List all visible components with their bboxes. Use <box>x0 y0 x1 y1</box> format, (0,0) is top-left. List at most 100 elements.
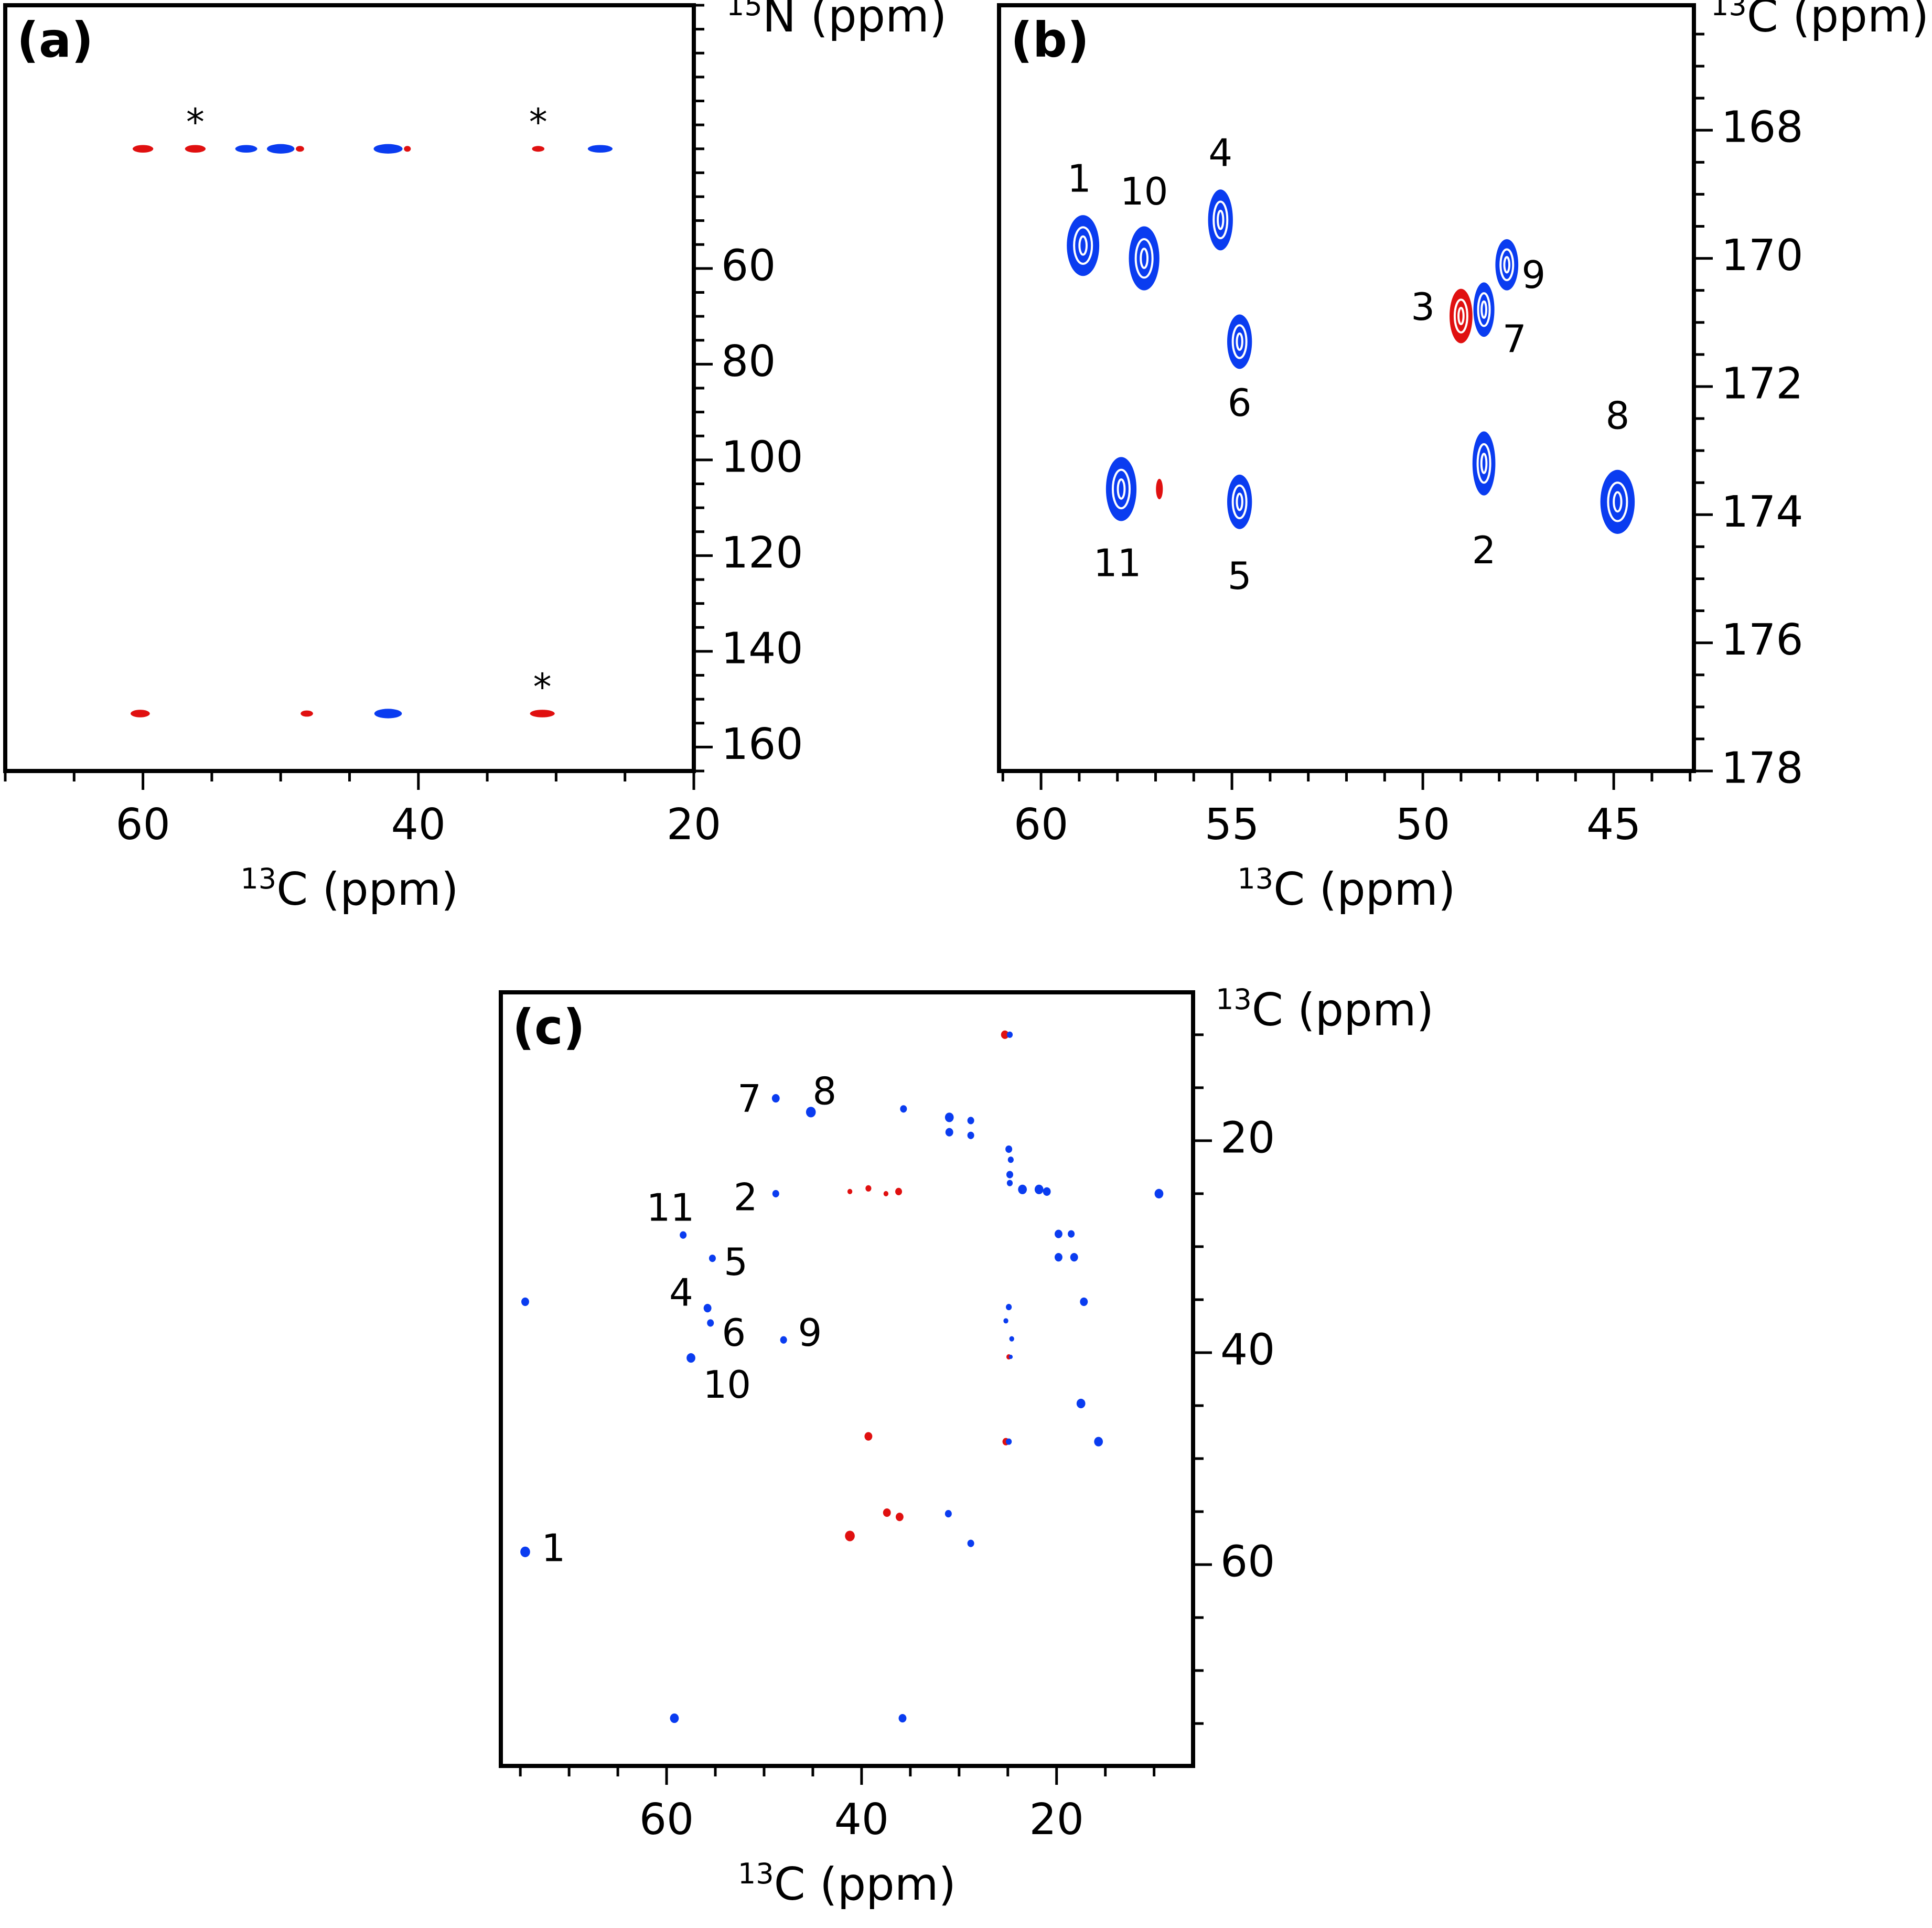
panel-b-peak <box>1067 215 1100 276</box>
panel-c-y-tick-label: 20 <box>1220 1113 1275 1163</box>
panel-a-y-tick-label: 60 <box>721 241 776 291</box>
panel-c-peak <box>883 1191 889 1196</box>
panel-c-peak <box>1068 1230 1075 1238</box>
panel-c-peak-label: 5 <box>724 1240 748 1284</box>
panel-b-peak-contour <box>1503 256 1511 274</box>
panel-a-peak <box>532 146 545 152</box>
panel-c-peak <box>1001 1030 1009 1039</box>
panel-a-annotations: * * * <box>186 101 552 709</box>
panel-b-peak-contour <box>1134 238 1154 279</box>
panel-a-asterisk-annotation: * <box>533 666 552 709</box>
panel-c-peak <box>847 1188 853 1194</box>
panel-c-x-tick-label: 20 <box>1029 1795 1084 1845</box>
panel-c-peak <box>1006 1171 1013 1179</box>
panel-a-x-tick-label: 40 <box>391 800 446 850</box>
panel-c-y-tick-label: 60 <box>1220 1537 1275 1587</box>
panel-b-x-axis-label: 13C (ppm) <box>1237 862 1455 916</box>
panel-a-peak <box>132 145 154 153</box>
panel-b-peak-label: 4 <box>1208 131 1232 175</box>
panel-b-peak-contour <box>1607 481 1628 522</box>
panel-b-peak <box>1227 474 1252 529</box>
panel-c-peak-label: 10 <box>703 1363 752 1407</box>
panel-b-y-unit: C (ppm) <box>1747 0 1929 42</box>
panel-a-peak <box>373 144 403 154</box>
panel-c-frame <box>499 990 1195 1768</box>
panel-a-x-isotope: 13 <box>240 862 276 895</box>
panel-c-peak <box>898 1713 907 1723</box>
panel-b-peak-contour <box>1073 226 1093 265</box>
panel-c-peak-labels: 7 8 11 2 546 9 10 1 <box>541 1069 836 1570</box>
panel-b-peak-contour <box>1453 298 1468 334</box>
panel-b-peaks <box>1067 189 1635 534</box>
panel-c-peak <box>895 1187 903 1195</box>
panel-c-x-tick-label: 60 <box>639 1795 694 1845</box>
panel-c-y-unit: C (ppm) <box>1252 984 1434 1036</box>
panel-c-x-tick-label: 40 <box>834 1795 889 1845</box>
panel-c-peak <box>1005 1145 1013 1153</box>
panel-b-peak-label: 3 <box>1411 285 1435 329</box>
panel-b-peak <box>1105 457 1137 521</box>
panel-c-peak <box>1008 1355 1013 1359</box>
panel-a-x-tick-label: 60 <box>115 800 170 850</box>
panel-c-peak <box>1006 1180 1013 1186</box>
panel-a-y-tick-label: 100 <box>721 432 803 482</box>
panel-a-x-tick-label: 20 <box>667 800 721 850</box>
panel-b-peak-label: 6 <box>1228 381 1252 425</box>
panel-c-peak <box>1034 1184 1044 1194</box>
panel-c-peak <box>967 1131 974 1139</box>
panel-c-ticks: 60 40 20 20 40 60 <box>519 1033 1275 1845</box>
panel-c-peak-label: 9 <box>798 1311 822 1355</box>
panel-c-peak <box>1006 1031 1013 1038</box>
panel-b-peak-label: 10 <box>1120 169 1168 213</box>
panel-a-ticks: 60 40 20 60 80 100 120 140 160 <box>4 4 803 850</box>
panel-c-peak-label: 4 <box>669 1270 693 1314</box>
panel-c-peak <box>520 1546 530 1557</box>
panel-b-y-tick-label: 172 <box>1721 359 1804 409</box>
panel-c-peak <box>967 1117 974 1124</box>
panel-b-y-axis-label: 13C (ppm) <box>1711 0 1929 42</box>
panel-c-peak <box>670 1713 679 1723</box>
panel-c-peak <box>900 1105 907 1113</box>
panel-c-peak <box>1076 1398 1086 1409</box>
panel-a-peak <box>374 709 402 719</box>
panel-c-x-unit: C (ppm) <box>774 1858 956 1911</box>
panel-c-y-axis-label: 13C (ppm) <box>1216 983 1434 1037</box>
panel-a-peak <box>266 144 295 154</box>
panel-a-peak <box>404 146 411 152</box>
panel-b-label: (b) <box>1011 12 1089 68</box>
panel-b-y-tick-label: 168 <box>1721 103 1804 153</box>
panel-a: * * * 60 40 20 60 80 100 120 140 160 (a) 13C (ppm)… <box>3 0 947 916</box>
panel-b-peak-labels: 1 10 4 6 3 9 7 11 5 2 8 <box>1067 131 1629 598</box>
panel-c-peak-label: 11 <box>647 1186 695 1230</box>
panel-c-x-isotope: 13 <box>738 1857 774 1890</box>
panel-c-peak <box>864 1432 873 1441</box>
panel-c-peak <box>772 1190 779 1197</box>
panel-b-peak-contour <box>1236 332 1243 351</box>
panel-a-y-tick-label: 140 <box>721 624 803 673</box>
panel-a-asterisk-annotation: * <box>186 101 205 144</box>
panel-c-peak <box>1018 1184 1027 1194</box>
panel-c-peak <box>945 1128 953 1137</box>
panel-a-x-unit: C (ppm) <box>276 863 458 916</box>
panel-c-peak <box>780 1336 787 1344</box>
panel-c-peaks <box>520 1030 1164 1723</box>
panel-b-peak-contour <box>1078 235 1088 256</box>
panel-a-peak <box>587 145 613 153</box>
panel-b-peak-contour <box>1477 292 1491 327</box>
panel-c-peak <box>1007 1156 1014 1163</box>
panel-c-peak <box>771 1094 780 1103</box>
panel-c-peak-label: 2 <box>734 1175 758 1219</box>
panel-c-peak <box>1154 1188 1164 1198</box>
panel-b-peak-contour <box>1476 443 1491 484</box>
panel-b-peak <box>1600 469 1635 534</box>
panel-b: 1 10 4 6 3 9 7 11 5 2 8 60 55 50 45 168 170 172 174 176 178… <box>997 0 1929 916</box>
panel-b-peak-contour <box>1457 306 1465 326</box>
panel-b-peak-label: 8 <box>1605 394 1629 438</box>
panel-c-peak <box>895 1513 904 1522</box>
panel-c-peak <box>703 1304 712 1313</box>
panel-a-y-tick-label: 80 <box>721 337 776 387</box>
panel-c-peak-label: 8 <box>812 1069 836 1113</box>
panel-c-peak <box>680 1231 687 1239</box>
panel-b-x-isotope: 13 <box>1237 862 1273 895</box>
panel-c-peak <box>944 1510 952 1518</box>
